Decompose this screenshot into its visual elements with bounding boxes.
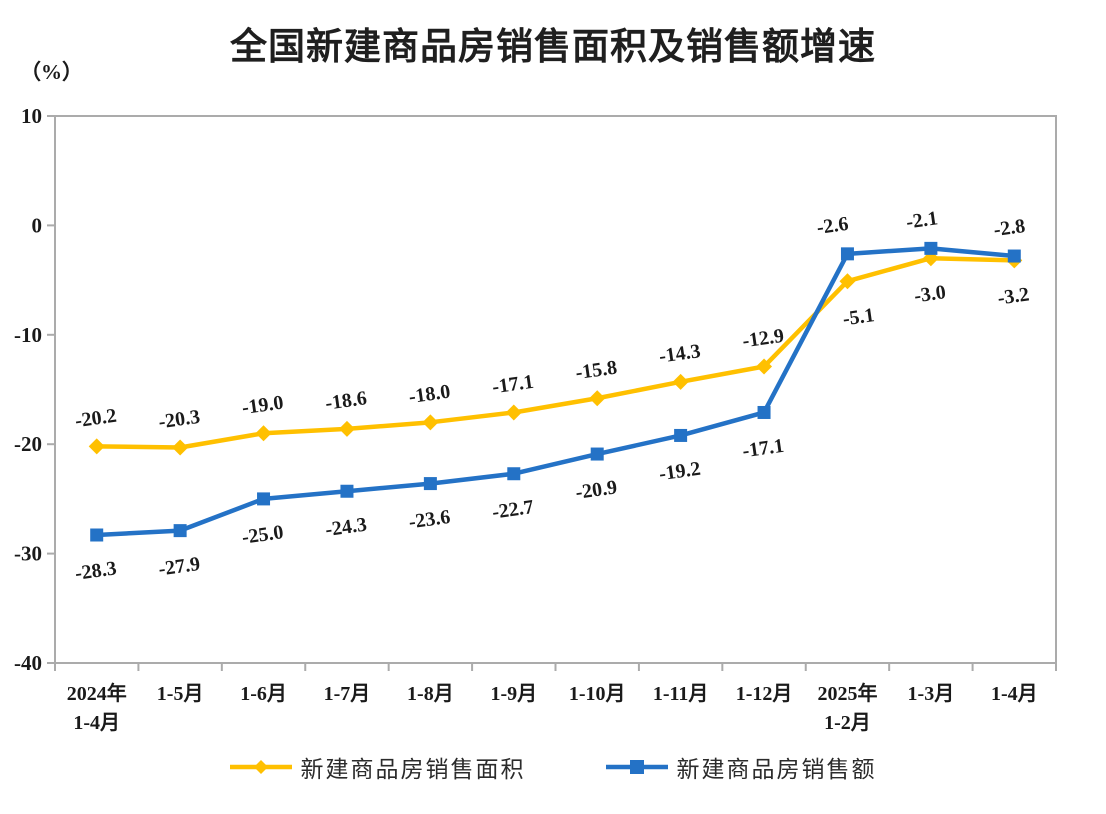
square-marker-icon [423, 477, 437, 491]
data-label: -3.2 [996, 283, 1030, 309]
square-marker-icon [590, 447, 604, 461]
legend-entry-sales-amount: 新建商品房销售额 [605, 750, 877, 784]
y-axis-label: -10 [14, 323, 42, 347]
diamond-marker-icon [422, 414, 439, 431]
data-label: -20.3 [157, 406, 201, 434]
data-label: -18.0 [407, 381, 451, 409]
data-label: -2.1 [905, 207, 939, 233]
x-axis-label: 1-4月 [991, 683, 1038, 705]
x-axis-label: 1-9月 [490, 683, 537, 705]
data-label: -24.3 [324, 514, 368, 542]
legend-label-sales-amount: 新建商品房销售额 [676, 756, 877, 782]
x-axis-label: 1-12月 [736, 683, 793, 705]
y-axis-unit-label: （%） [20, 60, 83, 84]
data-label: -22.7 [491, 496, 535, 524]
x-axis-label: 1-8月 [407, 683, 454, 705]
square-marker-icon [924, 241, 938, 255]
data-label: -19.2 [658, 458, 702, 486]
square-marker-icon [507, 467, 521, 481]
series-line-diamond [96, 255, 1015, 450]
square-marker-icon [340, 484, 354, 498]
diamond-marker-icon [338, 420, 355, 437]
diamond-marker-icon [88, 438, 105, 455]
data-label: -2.8 [992, 215, 1026, 241]
data-label: -14.3 [658, 340, 702, 368]
x-axis-label: 1-10月 [569, 683, 626, 705]
data-label: -2.6 [815, 213, 849, 239]
legend-line-diamond-icon [229, 760, 292, 774]
square-marker-icon [757, 405, 771, 419]
diamond-marker-icon [253, 760, 268, 774]
diamond-marker-icon [255, 425, 272, 442]
data-label: -28.3 [74, 557, 118, 585]
data-label: -20.2 [74, 405, 118, 433]
data-label: -17.1 [741, 435, 785, 463]
data-label: -12.9 [741, 325, 785, 353]
y-axis-label: 0 [32, 213, 43, 237]
x-axis-label: 1-3月 [908, 683, 955, 705]
square-marker-icon [173, 524, 187, 538]
data-label: -18.6 [324, 387, 368, 415]
plot-frame [54, 115, 1057, 664]
chart-title: 全国新建商品房销售面积及销售额增速 [230, 26, 876, 67]
square-marker-icon [840, 247, 854, 261]
series-line-square [96, 246, 1015, 538]
x-axis-label: 2024年 1-4月 [67, 681, 127, 734]
data-label: -3.0 [913, 281, 947, 307]
square-marker-icon [257, 492, 271, 506]
legend-entry-sales-area: 新建商品房销售面积 [229, 750, 526, 784]
x-axis-label: 2025年 1-2月 [817, 681, 877, 734]
diamond-marker-icon [839, 273, 856, 290]
data-label: -23.6 [407, 506, 451, 534]
diamond-marker-icon [505, 404, 522, 421]
diamond-marker-icon [589, 390, 606, 407]
data-label: -20.9 [574, 476, 618, 504]
square-marker-icon [629, 760, 644, 774]
square-marker-icon [1007, 249, 1021, 263]
x-axis-label: 1-7月 [324, 683, 371, 705]
legend-label-sales-area: 新建商品房销售面积 [300, 756, 526, 782]
y-axis-label: -40 [14, 651, 42, 675]
diamond-marker-icon [672, 373, 689, 390]
x-axis-label: 1-11月 [653, 683, 709, 705]
chart-legend: 新建商品房销售面积 新建商品房销售额 [0, 750, 1106, 784]
square-marker-icon [674, 428, 688, 442]
data-label: -25.0 [241, 521, 285, 549]
legend-line-square-icon [605, 760, 668, 774]
diamond-marker-icon [172, 439, 189, 456]
y-axis-label: -20 [14, 432, 42, 456]
square-marker-icon [90, 528, 104, 542]
y-axis-label: 10 [21, 104, 42, 128]
x-axis-label: 1-6月 [240, 683, 287, 705]
y-axis-label: -30 [14, 542, 42, 566]
data-label: -17.1 [491, 371, 535, 399]
x-axis-label: 1-5月 [157, 683, 204, 705]
data-label: -15.8 [574, 357, 618, 385]
data-label: -27.9 [157, 553, 201, 581]
data-label: -5.1 [841, 304, 875, 330]
diamond-marker-icon [756, 358, 773, 375]
data-label: -19.0 [241, 392, 285, 420]
